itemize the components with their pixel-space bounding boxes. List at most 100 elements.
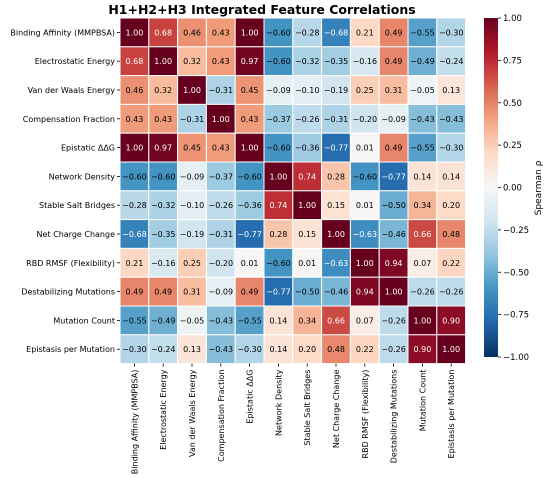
cell-value-label: 0.43 xyxy=(125,115,143,124)
cell-value-label: 0.49 xyxy=(125,288,143,297)
heatmap-cell xyxy=(436,103,467,134)
cell-value-label: 0.43 xyxy=(154,115,172,124)
row-tick-labels: Binding Affinity (MMPBSA) Electrostatic E… xyxy=(10,28,120,354)
cell-value-label: 0.14 xyxy=(442,172,460,181)
column-tick-labels: Binding Affinity (MMPBSA) Electrostatic E… xyxy=(130,363,456,474)
cell-value-label: 0.49 xyxy=(385,28,403,37)
cell-value-label: −0.55 xyxy=(237,316,262,325)
cell-value-label: −0.32 xyxy=(151,201,176,210)
cell-value-label: 0.45 xyxy=(241,86,259,95)
heatmap-cell xyxy=(177,75,207,105)
cell-value-label: 0.21 xyxy=(356,28,374,37)
cell-value-label: −0.37 xyxy=(266,115,291,124)
cell-value-label: 1.00 xyxy=(241,144,259,153)
heatmap-cell xyxy=(177,132,207,163)
row-tick-label: Compensation Fraction xyxy=(23,115,115,124)
cell-value-label: −0.35 xyxy=(324,57,349,66)
heatmap-cell xyxy=(205,161,236,192)
cell-value-label: 1.00 xyxy=(327,230,345,239)
heatmap-cell xyxy=(148,190,179,221)
cell-value-label: −0.26 xyxy=(381,345,406,354)
chart-title: H1+H2+H3 Integrated Feature Correlations xyxy=(108,2,415,17)
cell-value-label: 0.74 xyxy=(269,201,287,210)
heatmap-cell xyxy=(148,132,179,163)
row-tick-label: Net Charge Change xyxy=(37,230,116,239)
column-tick-label: Net Charge Change xyxy=(332,370,341,449)
heatmap-cell xyxy=(205,190,236,221)
cell-value-label: −0.77 xyxy=(324,144,349,153)
cell-value-label: 0.31 xyxy=(183,288,201,297)
heatmap-cell xyxy=(119,190,150,221)
heatmap-cell xyxy=(234,190,265,221)
cell-value-label: −0.49 xyxy=(151,316,176,325)
cell-value-label: 0.15 xyxy=(298,230,316,239)
cell-value-label: 0.49 xyxy=(154,288,172,297)
heatmap-cell xyxy=(436,46,467,77)
cell-value-label: 0.66 xyxy=(327,316,345,325)
heatmap-cell xyxy=(263,334,294,365)
heatmap-cell xyxy=(349,103,380,134)
cell-value-label: 0.66 xyxy=(413,230,431,239)
heatmap-cell xyxy=(292,305,323,336)
heatmap-cell xyxy=(436,276,467,307)
cell-value-label: −0.24 xyxy=(151,345,176,354)
cell-value-label: −0.77 xyxy=(266,288,291,297)
cell-value-label: −0.05 xyxy=(410,86,435,95)
cell-value-label: −0.43 xyxy=(209,316,234,325)
cell-value-label: 1.00 xyxy=(125,144,143,153)
cell-value-label: 1.00 xyxy=(154,57,172,66)
cell-value-label: 0.43 xyxy=(212,28,230,37)
colorbar-ticks: 1.00 0.75 0.50 0.25 0.00 −0.25 −0.50 −0.75 −1.00 xyxy=(498,14,529,363)
cell-value-label: 1.00 xyxy=(413,316,431,325)
heatmap-cell xyxy=(263,103,294,134)
heatmap-cell xyxy=(436,17,467,48)
cell-value-label: −0.09 xyxy=(180,172,205,181)
heatmap-cell xyxy=(292,247,323,278)
cell-value-label: −0.55 xyxy=(410,28,435,37)
cell-value-label: 0.48 xyxy=(442,230,460,239)
cell-value-label: 0.25 xyxy=(183,259,201,268)
row-tick-label: RBD RMSF (Flexibility) xyxy=(26,259,115,268)
cell-value-label: 0.43 xyxy=(212,144,230,153)
cell-value-label: 0.01 xyxy=(241,259,259,268)
heatmap-cell xyxy=(177,305,207,336)
cell-value-label: 0.28 xyxy=(327,172,345,181)
heatmap-cell xyxy=(292,190,323,221)
colorbar-tick-label: 0.25 xyxy=(503,141,522,151)
cell-value-label: 0.22 xyxy=(442,259,460,268)
cell-value-label: 0.20 xyxy=(442,201,460,210)
cell-value-label: 0.49 xyxy=(385,57,403,66)
colorbar-tick-label: 0.75 xyxy=(503,56,522,66)
cell-value-label: 0.34 xyxy=(298,316,316,325)
cell-value-label: −0.35 xyxy=(151,230,176,239)
heatmap-cell xyxy=(407,219,438,249)
heatmap-cell xyxy=(436,247,467,278)
cell-value-label: −0.55 xyxy=(122,316,147,325)
cell-value-label: −0.26 xyxy=(439,288,464,297)
cell-value-label: −0.28 xyxy=(295,28,320,37)
cell-value-label: 0.01 xyxy=(356,144,374,153)
heatmap-cell xyxy=(378,334,409,365)
heatmap-cell xyxy=(263,190,294,221)
heatmap-cell xyxy=(119,103,150,134)
column-tick-label: Mutation Count xyxy=(418,370,427,432)
column-tick-label: Van der Waals Energy xyxy=(188,369,197,457)
heatmap-cell xyxy=(263,305,294,336)
cell-value-label: 0.25 xyxy=(356,86,374,95)
cell-value-label: −0.30 xyxy=(122,345,147,354)
cell-value-label: 1.00 xyxy=(442,345,460,354)
cell-value-label: −0.26 xyxy=(295,115,320,124)
cell-value-label: 0.43 xyxy=(212,57,230,66)
cell-value-label: −0.30 xyxy=(439,28,464,37)
heatmap-cell xyxy=(378,46,409,77)
cell-value-label: −0.31 xyxy=(324,115,349,124)
heatmap-cell xyxy=(292,132,323,163)
column-tick-label: Stable Salt Bridges xyxy=(303,370,312,446)
cell-value-label: −0.77 xyxy=(381,172,406,181)
cell-value-label: −0.24 xyxy=(439,57,464,66)
row-tick-label: Destabilizing Mutations xyxy=(21,288,115,297)
cell-value-label: 0.34 xyxy=(413,201,431,210)
cell-value-label: 1.00 xyxy=(385,288,403,297)
heatmap-cell xyxy=(148,276,179,307)
cell-value-label: −0.10 xyxy=(180,201,205,210)
